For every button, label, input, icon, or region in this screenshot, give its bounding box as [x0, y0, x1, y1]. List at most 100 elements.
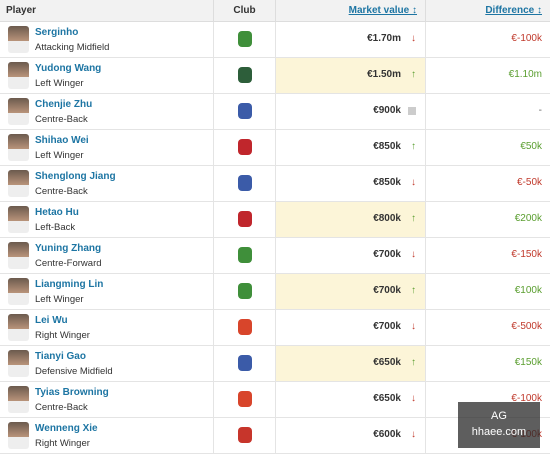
player-position: Left Winger: [35, 294, 84, 305]
club-cell: [213, 310, 275, 345]
difference-cell: €-100k: [425, 22, 550, 57]
market-value-cell: €800k ↑: [275, 202, 425, 237]
trend-icon: ↑: [411, 69, 416, 80]
difference-cell: €100k: [425, 274, 550, 309]
player-name[interactable]: Shihao Wei: [35, 135, 89, 146]
market-value: €650k: [373, 393, 401, 404]
player-cell: Wenneng Xie Right Winger: [0, 418, 213, 453]
player-name[interactable]: Yudong Wang: [35, 63, 102, 74]
player-cell: Chenjie Zhu Centre-Back: [0, 94, 213, 129]
club-badge: [238, 103, 252, 119]
trend-icon: ↓: [411, 249, 416, 260]
club-badge: [238, 211, 252, 227]
header-market-value[interactable]: Market value ↕: [275, 0, 425, 22]
player-name[interactable]: Liangming Lin: [35, 279, 104, 290]
table-row: Chenjie Zhu Centre-Back €900k -: [0, 94, 550, 130]
player-photo: [8, 314, 29, 341]
club-badge: [238, 319, 252, 335]
trend-icon: ↑: [411, 141, 416, 152]
player-name[interactable]: Tyias Browning: [35, 387, 109, 398]
table-row: Tyias Browning Centre-Back €650k ↓ €-100k: [0, 382, 550, 418]
difference: €-500k: [511, 321, 542, 332]
player-position: Right Winger: [35, 330, 90, 341]
player-position: Centre-Back: [35, 186, 88, 197]
player-name[interactable]: Tianyi Gao: [35, 351, 86, 362]
market-value: €1.50m: [367, 69, 401, 80]
club-badge: [238, 139, 252, 155]
trend-icon: [408, 107, 416, 115]
player-photo: [8, 26, 29, 53]
difference: €100k: [514, 285, 542, 296]
player-name[interactable]: Yuning Zhang: [35, 243, 102, 254]
club-cell: [213, 58, 275, 93]
trend-icon: ↓: [411, 33, 416, 44]
player-name[interactable]: Serginho: [35, 27, 79, 38]
difference-cell: €150k: [425, 346, 550, 381]
club-cell: [213, 130, 275, 165]
market-value: €700k: [373, 285, 401, 296]
difference-cell: €-150k: [425, 238, 550, 273]
trend-icon: ↓: [411, 177, 416, 188]
market-value-cell: €1.50m ↑: [275, 58, 425, 93]
market-value-cell: €850k ↓: [275, 166, 425, 201]
player-cell: Yuning Zhang Centre-Forward: [0, 238, 213, 273]
header-player[interactable]: Player: [0, 0, 213, 22]
table-row: Serginho Attacking Midfield €1.70m ↓ €-100k: [0, 22, 550, 58]
player-cell: Yudong Wang Left Winger: [0, 58, 213, 93]
player-photo: [8, 386, 29, 413]
market-value-cell: €1.70m ↓: [275, 22, 425, 57]
player-position: Left Winger: [35, 150, 84, 161]
table-row: Yudong Wang Left Winger €1.50m ↑ €1.10m: [0, 58, 550, 94]
difference: €50k: [520, 141, 542, 152]
difference-cell: €200k: [425, 202, 550, 237]
player-photo: [8, 98, 29, 125]
difference-cell: €-500k: [425, 310, 550, 345]
player-cell: Shihao Wei Left Winger: [0, 130, 213, 165]
club-cell: [213, 346, 275, 381]
trend-icon: ↑: [411, 213, 416, 224]
player-position: Defensive Midfield: [35, 366, 113, 377]
difference: €-100k: [511, 393, 542, 404]
market-value: €800k: [373, 213, 401, 224]
player-photo: [8, 278, 29, 305]
difference: -: [538, 105, 542, 116]
difference-cell: €50k: [425, 130, 550, 165]
player-cell: Hetao Hu Left-Back: [0, 202, 213, 237]
market-value-cell: €900k: [275, 94, 425, 129]
club-badge: [238, 391, 252, 407]
player-name[interactable]: Chenjie Zhu: [35, 99, 93, 110]
header-difference[interactable]: Difference ↕: [425, 0, 550, 22]
player-cell: Tyias Browning Centre-Back: [0, 382, 213, 417]
player-cell: Serginho Attacking Midfield: [0, 22, 213, 57]
player-name[interactable]: Shenglong Jiang: [35, 171, 116, 182]
club-cell: [213, 238, 275, 273]
club-cell: [213, 418, 275, 453]
player-name[interactable]: Wenneng Xie: [35, 423, 98, 434]
watermark: AG hhaee.com: [458, 402, 540, 448]
difference: €-50k: [516, 177, 542, 188]
table-row: Hetao Hu Left-Back €800k ↑ €200k: [0, 202, 550, 238]
club-cell: [213, 94, 275, 129]
club-cell: [213, 22, 275, 57]
player-name[interactable]: Hetao Hu: [35, 207, 79, 218]
player-photo: [8, 206, 29, 233]
trend-icon: ↓: [411, 393, 416, 404]
player-position: Left-Back: [35, 222, 76, 233]
club-badge: [238, 247, 252, 263]
trend-icon: ↑: [411, 357, 416, 368]
difference: €-150k: [511, 249, 542, 260]
player-name[interactable]: Lei Wu: [35, 315, 68, 326]
club-cell: [213, 274, 275, 309]
market-value: €700k: [373, 321, 401, 332]
player-position: Attacking Midfield: [35, 42, 110, 53]
watermark-site: hhaee.com: [471, 426, 527, 438]
player-cell: Tianyi Gao Defensive Midfield: [0, 346, 213, 381]
market-value-cell: €600k ↓: [275, 418, 425, 453]
market-value-cell: €700k ↑: [275, 274, 425, 309]
trend-icon: ↓: [411, 321, 416, 332]
market-value-cell: €700k ↓: [275, 238, 425, 273]
market-value-cell: €700k ↓: [275, 310, 425, 345]
watermark-brand: AG: [491, 410, 507, 422]
